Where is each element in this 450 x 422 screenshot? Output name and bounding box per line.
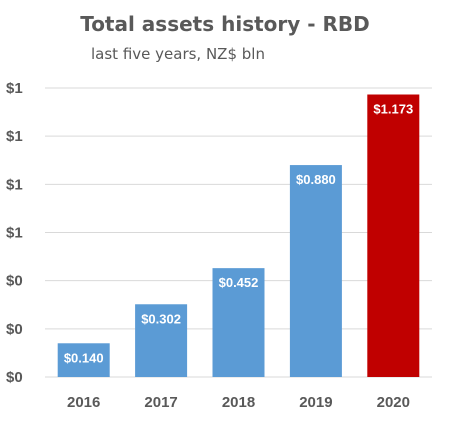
x-tick-label: 2020 [377, 394, 410, 411]
y-tick-label: $1 [6, 176, 23, 193]
y-tick-label: $0 [6, 273, 23, 290]
bar-2016 [57, 343, 110, 377]
bar-2018 [212, 268, 265, 377]
y-tick-label: $0 [6, 369, 23, 386]
y-tick-label: $1 [6, 225, 23, 242]
bar-2020 [367, 94, 420, 377]
y-tick-label: $1 [6, 80, 23, 97]
data-label: $0.140 [64, 350, 104, 365]
x-tick-label: 2018 [222, 394, 255, 411]
bar-2017 [135, 304, 188, 377]
data-label: $0.880 [296, 172, 336, 187]
x-tick-label: 2016 [67, 394, 100, 411]
chart-subtitle: last five years, NZ$ bln [91, 45, 265, 63]
bar-2019 [289, 165, 342, 377]
x-tick-label: 2019 [299, 394, 332, 411]
y-tick-label: $1 [6, 128, 23, 145]
chart-title: Total assets history - RBD [80, 12, 370, 36]
y-tick-label: $0 [6, 321, 23, 338]
data-label: $0.452 [219, 275, 259, 290]
x-tick-label: 2017 [144, 394, 177, 411]
data-label: $1.173 [373, 102, 413, 117]
data-label: $0.302 [141, 311, 181, 326]
